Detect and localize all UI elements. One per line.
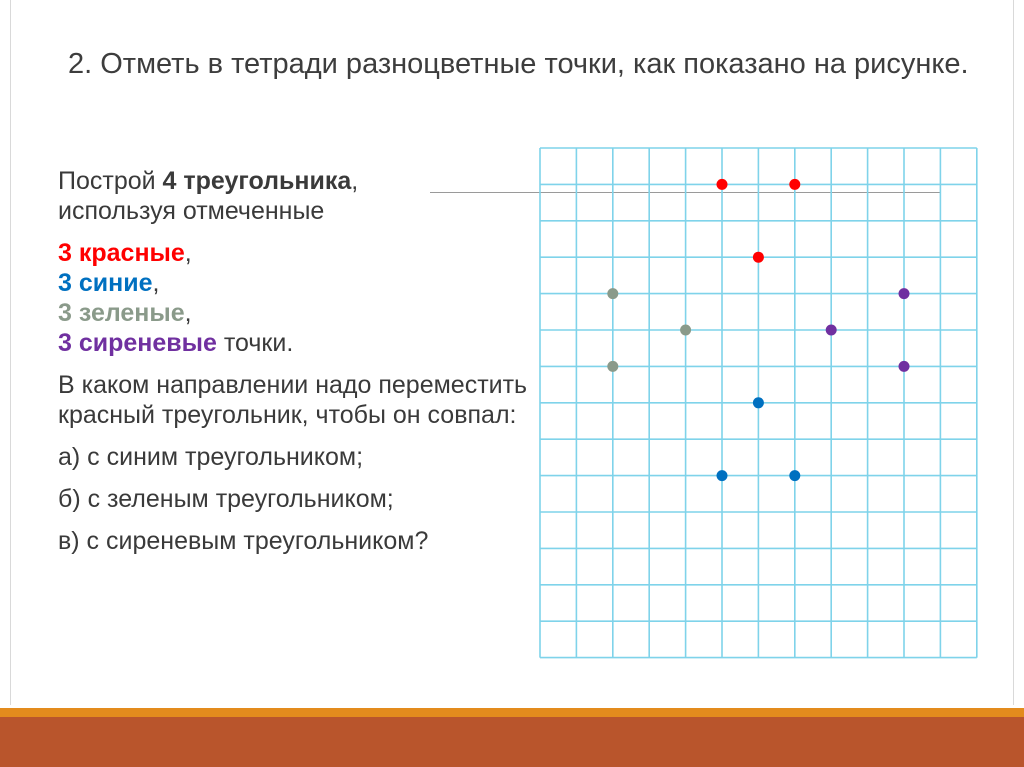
violet-point [825,324,837,336]
red-points-line: 3 красные, [58,238,528,268]
violet-point [898,360,910,372]
instruction-comma: , [351,167,359,195]
violet-points-line: 3 сиреневые точки. [58,328,528,358]
red-point [752,251,764,263]
red-comma: , [184,239,192,267]
instruction-line-2: используя отмеченные [58,197,325,225]
footer-orange-stripe [0,708,1024,717]
instructions: Построй 4 треугольника, используя отмече… [58,166,528,556]
green-comma: , [184,299,192,327]
instruction-count: 4 треугольника [162,167,352,195]
option-a: а) с синим треугольником; [58,443,364,471]
red-point [789,178,801,190]
slide-left-edge [10,0,11,705]
question-text: В каком направлении надо переместить кра… [58,371,528,429]
red-points-label: 3 красные [58,239,185,267]
footer-brown-band [0,717,1024,767]
green-point [680,324,692,336]
instruction-line-1: Построй 4 треугольника, [58,166,528,196]
slide-right-edge [1013,0,1014,705]
option-b: б) с зеленым треугольником; [58,485,394,513]
green-point [607,288,619,300]
blue-points-line: 3 синие, [58,268,528,298]
violet-point [898,288,910,300]
violet-points-label: 3 сиреневые [58,329,217,357]
violet-suffix: точки. [216,329,294,357]
green-points-label: 3 зеленые [58,299,185,327]
blue-points-label: 3 синие [58,269,153,297]
blue-point [789,470,801,482]
red-point [716,178,728,190]
blue-comma: , [152,269,160,297]
blue-point [716,470,728,482]
instruction-prefix: Построй [58,167,163,195]
green-points-line: 3 зеленые, [58,298,528,328]
option-c: в) с сиреневым треугольником? [58,527,429,555]
green-point [607,360,619,372]
blue-point [752,397,764,409]
task-title: 2. Отметь в тетради разноцветные точки, … [68,48,969,80]
